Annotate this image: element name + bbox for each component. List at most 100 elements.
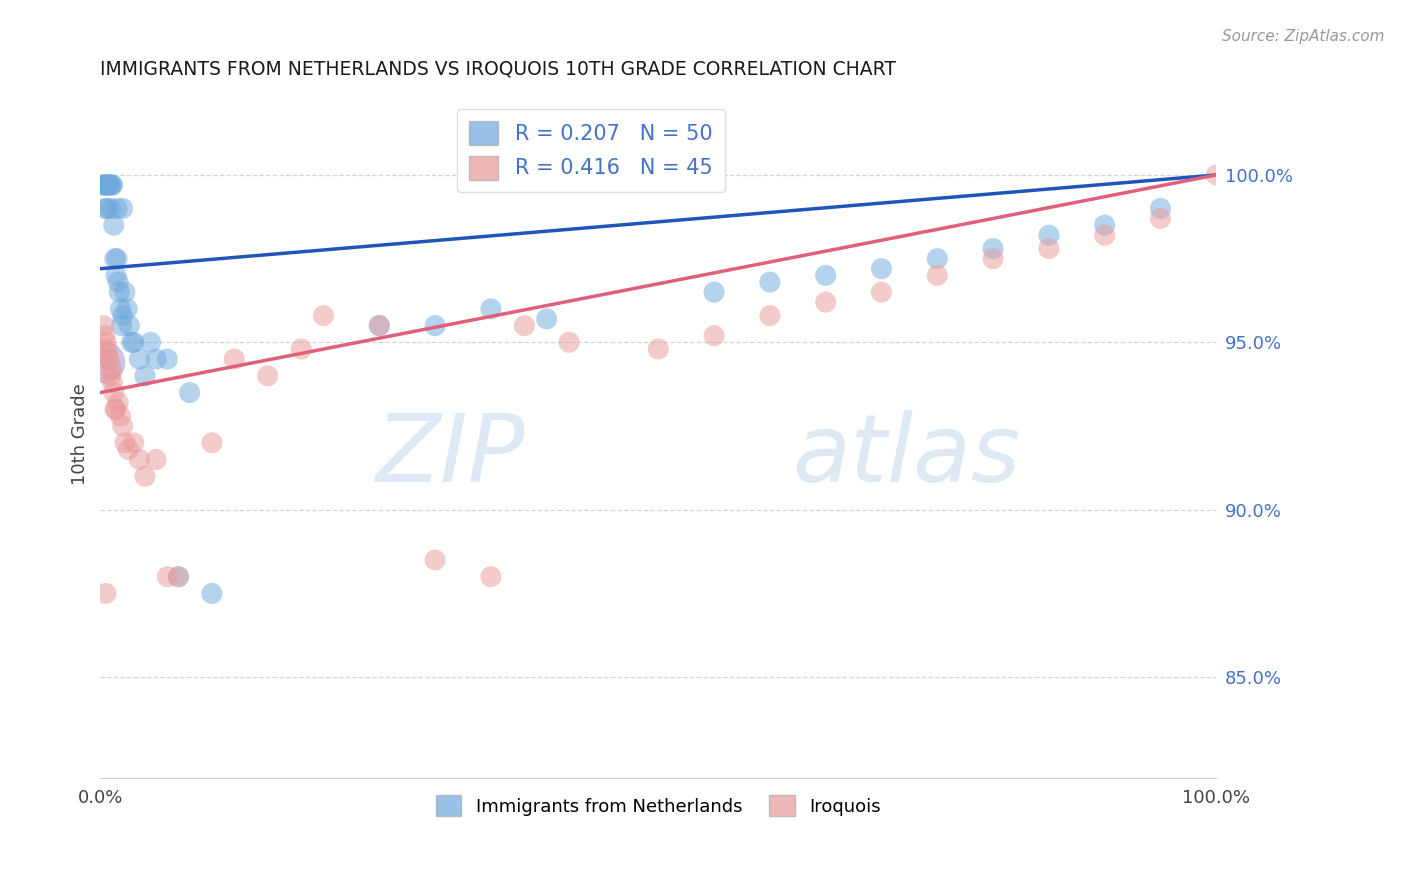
Point: [122, 435, 145, 450]
Point: [167, 570, 190, 584]
Point: [101, 178, 124, 192]
Point: [94, 586, 117, 600]
Point: [513, 318, 536, 333]
Point: [115, 301, 138, 316]
Point: [927, 252, 949, 266]
Point: [1149, 211, 1171, 226]
Point: [110, 318, 132, 333]
Point: [368, 318, 391, 333]
Point: [96, 178, 118, 192]
Point: [114, 435, 136, 450]
Point: [1038, 228, 1060, 243]
Text: ZIP: ZIP: [375, 409, 524, 500]
Point: [201, 586, 224, 600]
Point: [103, 385, 125, 400]
Point: [156, 570, 179, 584]
Point: [423, 318, 446, 333]
Point: [536, 312, 558, 326]
Point: [98, 178, 121, 192]
Point: [128, 352, 150, 367]
Point: [101, 376, 124, 390]
Point: [179, 385, 201, 400]
Point: [145, 352, 167, 367]
Point: [100, 202, 122, 216]
Point: [981, 242, 1004, 256]
Point: [1205, 168, 1227, 182]
Point: [97, 352, 120, 367]
Point: [981, 252, 1004, 266]
Point: [201, 435, 224, 450]
Point: [423, 553, 446, 567]
Point: [94, 178, 117, 192]
Y-axis label: 10th Grade: 10th Grade: [72, 384, 89, 485]
Point: [111, 309, 134, 323]
Text: IMMIGRANTS FROM NETHERLANDS VS IROQUOIS 10TH GRADE CORRELATION CHART: IMMIGRANTS FROM NETHERLANDS VS IROQUOIS …: [100, 60, 897, 78]
Point: [100, 362, 122, 376]
Point: [368, 318, 391, 333]
Point: [703, 285, 725, 300]
Point: [927, 268, 949, 283]
Point: [870, 261, 893, 276]
Point: [111, 419, 134, 434]
Point: [100, 178, 122, 192]
Point: [100, 368, 122, 383]
Point: [107, 275, 129, 289]
Point: [224, 352, 246, 367]
Point: [759, 309, 782, 323]
Legend: Immigrants from Netherlands, Iroquois: Immigrants from Netherlands, Iroquois: [429, 789, 887, 823]
Point: [94, 202, 117, 216]
Point: [1038, 242, 1060, 256]
Point: [93, 178, 115, 192]
Point: [110, 409, 132, 423]
Point: [256, 368, 278, 383]
Point: [1149, 202, 1171, 216]
Point: [107, 395, 129, 409]
Point: [94, 178, 117, 192]
Point: [94, 335, 117, 350]
Point: [167, 570, 190, 584]
Point: [647, 342, 669, 356]
Point: [145, 452, 167, 467]
Point: [94, 328, 117, 343]
Point: [1094, 218, 1116, 232]
Point: [117, 442, 139, 457]
Point: [814, 295, 837, 310]
Point: [103, 218, 125, 232]
Point: [121, 335, 143, 350]
Point: [104, 268, 127, 283]
Point: [110, 301, 132, 316]
Point: [290, 342, 312, 356]
Point: [156, 352, 179, 367]
Point: [558, 335, 581, 350]
Point: [128, 452, 150, 467]
Point: [100, 178, 122, 192]
Point: [759, 275, 782, 289]
Point: [479, 301, 502, 316]
Point: [105, 252, 128, 266]
Point: [134, 368, 156, 383]
Point: [93, 355, 115, 369]
Point: [93, 318, 115, 333]
Point: [139, 335, 162, 350]
Point: [98, 352, 121, 367]
Point: [96, 202, 118, 216]
Point: [96, 342, 118, 356]
Point: [111, 202, 134, 216]
Point: [104, 402, 127, 417]
Text: Source: ZipAtlas.com: Source: ZipAtlas.com: [1222, 29, 1385, 44]
Point: [105, 202, 128, 216]
Point: [108, 285, 131, 300]
Point: [118, 318, 141, 333]
Point: [97, 178, 120, 192]
Point: [312, 309, 335, 323]
Point: [703, 328, 725, 343]
Point: [104, 252, 127, 266]
Point: [122, 335, 145, 350]
Point: [870, 285, 893, 300]
Point: [814, 268, 837, 283]
Point: [104, 402, 127, 417]
Point: [134, 469, 156, 483]
Point: [479, 570, 502, 584]
Point: [114, 285, 136, 300]
Point: [1094, 228, 1116, 243]
